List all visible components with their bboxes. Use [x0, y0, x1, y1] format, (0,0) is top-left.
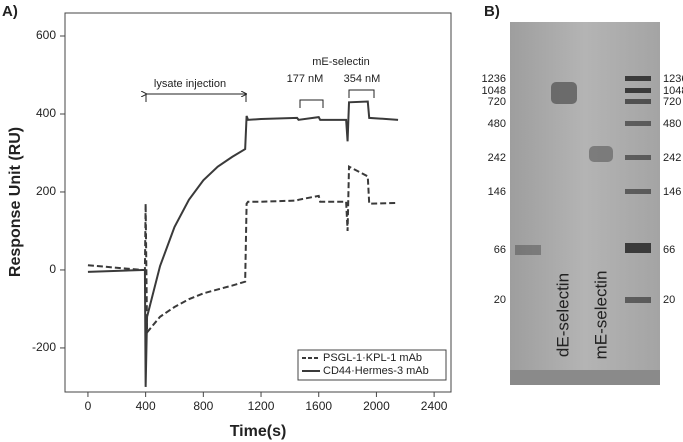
data-line — [87, 164, 399, 336]
x-tick-label: 400 — [136, 399, 156, 413]
marker-label: 242 — [488, 152, 506, 164]
y-tick-label: 400 — [36, 106, 56, 120]
x-tick-label: 2000 — [363, 399, 390, 413]
panel-label: A) — [2, 3, 18, 20]
annotation: mE-selectin — [312, 56, 369, 68]
marker-label: 1048 — [663, 85, 683, 97]
marker-label: 480 — [488, 118, 506, 130]
y-tick-label: 600 — [36, 28, 56, 42]
x-tick-label: 1200 — [248, 399, 275, 413]
data-line — [87, 100, 399, 387]
lane-label: mE-selectin — [591, 271, 610, 360]
lane-label: dE-selectin — [553, 273, 572, 357]
annotation: lysate injection — [154, 78, 226, 90]
marker-label: 1236 — [482, 73, 506, 85]
gel-edge — [510, 370, 660, 385]
ladder — [515, 76, 651, 303]
band — [589, 146, 613, 162]
marker-label: 20 — [494, 294, 506, 306]
band — [551, 82, 577, 104]
legend-label: CD44·Hermes-3 mAb — [323, 365, 429, 377]
marker-label: 1048 — [482, 85, 506, 97]
annotations: lysate injection mE-selectin 177 nM 354 … — [146, 56, 380, 108]
y-axis-label: Response Unit (RU) — [7, 127, 24, 277]
legend-label: PSGL-1·KPL-1 mAb — [323, 352, 422, 364]
marker-label: 720 — [488, 96, 506, 108]
bracket — [348, 89, 375, 98]
panel-label: B) — [484, 3, 500, 20]
x-tick-label: 2400 — [421, 399, 448, 413]
x-tick-label: 1600 — [305, 399, 332, 413]
annotation: 354 nM — [344, 73, 381, 85]
legend-box — [297, 349, 447, 381]
annotation: 177 nM — [287, 73, 324, 85]
marker-label: 720 — [663, 96, 681, 108]
gel: dE-selectin mE-selectin — [510, 22, 660, 385]
marker-label: 146 — [663, 186, 681, 198]
gel-image — [510, 22, 660, 385]
marker-label: 480 — [663, 118, 681, 130]
x-tick-label: 0 — [85, 399, 92, 413]
x-tick-label: 800 — [193, 399, 213, 413]
marker-label: 146 — [488, 186, 506, 198]
y-tick-label: -200 — [32, 340, 56, 354]
marker-label: 20 — [663, 294, 675, 306]
x-axis-label: Time(s) — [230, 423, 287, 440]
marker-label: 1236 — [663, 73, 683, 85]
marker-label: 66 — [494, 244, 506, 256]
marker-label: 242 — [663, 152, 681, 164]
bracket — [299, 99, 324, 108]
marker-label: 66 — [663, 244, 675, 256]
plot-frame — [64, 12, 452, 393]
y-tick-label: 200 — [36, 184, 56, 198]
y-tick-label: 0 — [49, 262, 56, 276]
